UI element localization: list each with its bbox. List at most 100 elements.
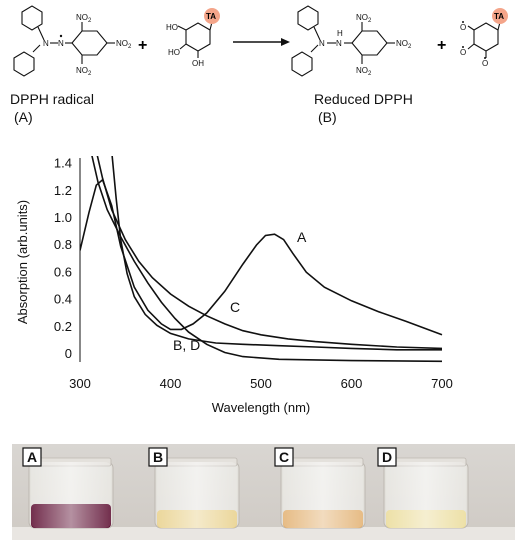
nitro-label: NO2 <box>116 39 132 50</box>
vial-label-box <box>22 447 42 467</box>
curve-label-c: C <box>230 299 240 315</box>
y-tick-label: 0 <box>65 346 72 361</box>
plus-sign: + <box>437 37 446 54</box>
vial-label: A <box>27 449 37 465</box>
reactant-tag: (A) <box>14 109 33 125</box>
picryl-ring <box>71 30 108 56</box>
curve-label-a: A <box>297 229 307 245</box>
nitro-label: NO2 <box>396 39 412 50</box>
nitro-label: NO2 <box>356 66 372 77</box>
bond <box>37 26 45 41</box>
y-tick-label: 0.6 <box>54 264 72 279</box>
ta-badge-label: TA <box>494 12 504 21</box>
o-label: O <box>460 23 466 32</box>
plus-sign: + <box>138 37 147 54</box>
ta-badge-label: TA <box>206 12 216 21</box>
ta-badge <box>492 8 508 24</box>
vials-group: A B C D <box>22 447 469 529</box>
vial-label-box <box>148 447 168 467</box>
phenyl-ring-top <box>21 5 43 31</box>
x-tick-label: 300 <box>69 376 91 391</box>
picryl-ring <box>351 30 388 56</box>
bond <box>467 43 475 50</box>
vial-shine <box>31 462 111 528</box>
vials-photo: A B C D <box>12 444 515 540</box>
vial-b: B <box>148 447 240 529</box>
y-tick-label: 1.4 <box>54 156 72 171</box>
radical-dot <box>59 34 63 38</box>
spectrum-line-c <box>96 156 443 350</box>
reaction-arrow <box>233 38 290 46</box>
n-atom: N <box>58 39 64 48</box>
bond <box>179 43 187 50</box>
gallol-structure <box>177 21 213 58</box>
o-label: O <box>460 48 466 57</box>
spectrum-line-4 <box>111 156 442 351</box>
x-tick-label: 700 <box>431 376 453 391</box>
spectrum-series <box>80 156 443 363</box>
vial-label-box <box>274 447 294 467</box>
bond <box>467 25 475 31</box>
h-atom: H <box>337 29 343 38</box>
y-tick-label: 1.2 <box>54 183 72 198</box>
bond <box>32 44 41 53</box>
ta-badge <box>204 8 220 24</box>
radical-dot <box>462 46 464 48</box>
vial-shine <box>157 462 237 528</box>
dpph-radical-structure <box>13 5 115 77</box>
oh-label: OH <box>192 59 204 68</box>
vial-c: C <box>274 447 366 529</box>
x-tick-labels: 300 400 500 600 700 <box>69 376 453 391</box>
ho-label: HO <box>166 23 178 32</box>
reactant-label: DPPH radical <box>10 91 94 107</box>
ho-label: HO <box>168 48 180 57</box>
spectrum-line-a <box>80 178 443 336</box>
phenyl-ring-bottom <box>13 51 35 77</box>
vial-label: B <box>153 449 163 465</box>
bond <box>310 44 319 53</box>
photo-tabletop <box>12 527 515 540</box>
o-label: O <box>482 59 488 68</box>
vial-shine <box>283 462 363 528</box>
y-tick-labels: 0 0.2 0.4 0.6 0.8 1.0 1.2 1.4 <box>54 156 72 361</box>
x-tick-label: 400 <box>160 376 182 391</box>
reaction-scheme: N N NO2 NO2 NO2 DPPH radical (A) + TA HO… <box>10 5 508 125</box>
nitro-label: NO2 <box>76 66 92 77</box>
product-label: Reduced DPPH <box>314 91 413 107</box>
x-tick-label: 500 <box>250 376 272 391</box>
n-atom: N <box>336 39 342 48</box>
y-tick-label: 0.8 <box>54 237 72 252</box>
reduced-dpph-structure <box>291 5 395 77</box>
n-atom: N <box>319 39 325 48</box>
y-axis-label: Absorption (arb.units) <box>15 200 30 324</box>
product-tag: (B) <box>318 109 337 125</box>
bond <box>177 25 187 31</box>
radical-dot <box>462 21 464 23</box>
absorption-chart: 0 0.2 0.4 0.6 0.8 1.0 1.2 1.4 300 400 500 600 700 A… <box>15 156 453 415</box>
phenyl-ring-bottom <box>291 51 313 77</box>
quinone-ring <box>473 22 499 52</box>
vial-label: D <box>382 449 392 465</box>
curve-label-b-d: B, D <box>173 337 200 353</box>
nitro-label: NO2 <box>356 13 372 24</box>
n-atom: N <box>43 39 49 48</box>
y-tick-label: 0.4 <box>54 292 72 307</box>
vial-label: C <box>279 449 289 465</box>
nitro-label: NO2 <box>76 13 92 24</box>
spectrum-line-b-d <box>91 156 443 363</box>
y-tick-label: 0.2 <box>54 319 72 334</box>
bond <box>313 26 321 41</box>
quinone-structure <box>467 21 501 58</box>
x-axis-label: Wavelength (nm) <box>212 400 311 415</box>
gallol-ring <box>185 22 211 52</box>
vial-a: A <box>22 447 114 529</box>
x-tick-label: 600 <box>341 376 363 391</box>
vial-d: D <box>377 447 469 529</box>
vial-label-box <box>377 447 397 467</box>
radical-dot <box>484 57 486 59</box>
y-tick-label: 1.0 <box>54 210 72 225</box>
vial-shine <box>386 462 466 528</box>
phenyl-ring-top <box>297 5 319 31</box>
